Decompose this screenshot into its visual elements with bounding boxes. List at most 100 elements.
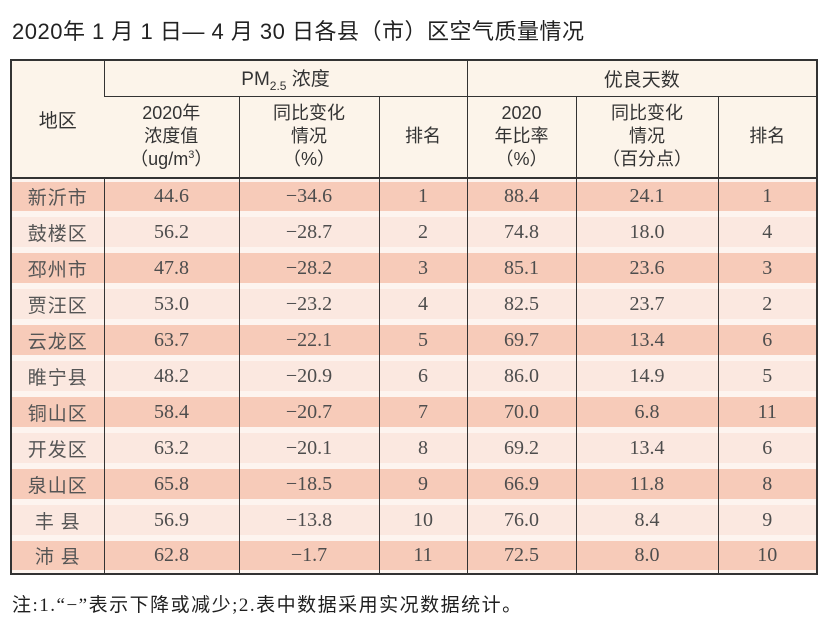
table-row: 沛 县 62.8 −1.7 11 72.5 8.0 10 (11, 538, 818, 574)
header-group-row: 地区 PM2.5 浓度 优良天数 (11, 60, 818, 179)
cell-good-change: 23.6 (575, 250, 719, 286)
header-line: 2020 (501, 102, 542, 123)
header-line: 2020年 (142, 102, 201, 123)
cell-region: 铜山区 (11, 394, 104, 430)
column-header-good-ratio: 2020 年比率 （%） (466, 96, 577, 179)
table-row: 云龙区 63.7 −22.1 5 69.7 13.4 6 (11, 322, 818, 358)
cell-good-ratio: 66.9 (466, 466, 577, 502)
cell-good-rank: 6 (717, 322, 818, 358)
cell-good-ratio: 69.7 (466, 322, 577, 358)
cell-pm-rank: 6 (378, 358, 468, 394)
cell-good-rank: 1 (717, 178, 818, 214)
column-group-pm25: PM2.5 浓度 (103, 60, 468, 97)
cell-good-ratio: 74.8 (466, 214, 577, 250)
cell-good-ratio: 88.4 (466, 178, 577, 214)
cell-pm-rank: 10 (378, 502, 468, 538)
cell-good-change: 6.8 (575, 394, 719, 430)
cell-good-rank: 6 (717, 430, 818, 466)
cell-good-rank: 9 (717, 502, 818, 538)
cell-region: 睢宁县 (11, 358, 104, 394)
cell-pm-change: −22.1 (238, 322, 379, 358)
table-row: 邳州市 47.8 −28.2 3 85.1 23.6 3 (11, 250, 818, 286)
cell-region: 鼓楼区 (11, 214, 104, 250)
cell-region: 邳州市 (11, 250, 104, 286)
header-line: 同比变化 (273, 102, 345, 123)
cell-pm-rank: 7 (378, 394, 468, 430)
cell-good-ratio: 82.5 (466, 286, 577, 322)
cell-good-rank: 2 (717, 286, 818, 322)
table-row: 丰 县 56.9 −13.8 10 76.0 8.4 9 (11, 502, 818, 538)
cell-pm-value: 53.0 (103, 286, 239, 322)
column-header-region: 地区 (11, 60, 104, 179)
cell-good-rank: 5 (717, 358, 818, 394)
pm-label-suffix: 浓度 (286, 68, 330, 90)
cell-good-ratio: 70.0 (466, 394, 577, 430)
cell-good-rank: 3 (717, 250, 818, 286)
header-line: 情况 (291, 126, 327, 147)
cell-good-change: 14.9 (575, 358, 719, 394)
header-line: 情况 (629, 126, 666, 147)
cell-pm-value: 56.9 (103, 502, 239, 538)
cell-pm-rank: 5 (378, 322, 468, 358)
cell-good-rank: 4 (717, 214, 818, 250)
unit-suffix: ） (194, 149, 213, 170)
column-header-pm-change: 同比变化 情况 （%） (238, 96, 379, 179)
cell-region: 泉山区 (11, 466, 104, 502)
header-line: 浓度值 (144, 126, 199, 147)
cell-good-change: 13.4 (575, 430, 719, 466)
cell-good-ratio: 69.2 (466, 430, 577, 466)
cell-pm-value: 47.8 (103, 250, 239, 286)
cell-region: 新沂市 (11, 178, 104, 214)
header-line: 年比率 (494, 126, 549, 147)
table-row: 贾汪区 53.0 −23.2 4 82.5 23.7 2 (11, 286, 818, 322)
column-header-good-rank: 排名 (717, 96, 818, 179)
cell-good-rank: 10 (717, 538, 818, 574)
page-title: 2020年 1 月 1 日— 4 月 30 日各县（市）区空气质量情况 (12, 19, 585, 44)
table-row: 鼓楼区 56.2 −28.7 2 74.8 18.0 4 (11, 214, 818, 250)
cell-pm-change: −1.7 (238, 538, 379, 574)
cell-good-change: 18.0 (575, 214, 719, 250)
cell-pm-change: −20.1 (238, 430, 379, 466)
unit-superscript: 3 (188, 149, 195, 162)
cell-region: 开发区 (11, 430, 104, 466)
header-line: （%） (282, 149, 335, 170)
unit-prefix: （ug/m (130, 149, 189, 170)
table-row: 泉山区 65.8 −18.5 9 66.9 11.8 8 (11, 466, 818, 502)
column-group-good-days: 优良天数 (466, 60, 818, 97)
cell-region: 贾汪区 (11, 286, 104, 322)
cell-region: 沛 县 (11, 538, 104, 574)
table-row: 睢宁县 48.2 −20.9 6 86.0 14.9 5 (11, 358, 818, 394)
cell-good-rank: 11 (717, 394, 818, 430)
cell-pm-value: 63.7 (103, 322, 239, 358)
cell-good-ratio: 72.5 (466, 538, 577, 574)
cell-good-ratio: 86.0 (466, 358, 577, 394)
cell-pm-rank: 2 (378, 214, 468, 250)
cell-pm-value: 65.8 (103, 466, 239, 502)
cell-pm-change: −23.2 (238, 286, 379, 322)
cell-region: 云龙区 (11, 322, 104, 358)
column-header-pm-rank: 排名 (378, 96, 468, 179)
cell-good-change: 8.0 (575, 538, 719, 574)
cell-pm-value: 44.6 (103, 178, 239, 214)
cell-good-change: 8.4 (575, 502, 719, 538)
cell-good-ratio: 76.0 (466, 502, 577, 538)
pm-label-prefix: PM (241, 68, 270, 90)
cell-pm-rank: 3 (378, 250, 468, 286)
cell-pm-change: −34.6 (238, 178, 379, 214)
cell-pm-rank: 9 (378, 466, 468, 502)
pm-label-subscript: 2.5 (269, 78, 287, 93)
column-header-pm-value: 2020年 浓度值 （ug/m3） (104, 96, 239, 179)
table-row: 新沂市 44.6 −34.6 1 88.4 24.1 1 (11, 178, 818, 214)
header-sub-row: 2020年 浓度值 （ug/m3） 同比变化 情况 （%） 排名 2020 年比… (11, 96, 818, 179)
cell-good-change: 13.4 (575, 322, 719, 358)
header-line: 同比变化 (611, 102, 684, 123)
cell-pm-change: −28.7 (238, 214, 379, 250)
table-body: 新沂市 44.6 −34.6 1 88.4 24.1 1 鼓楼区 56.2 −2… (11, 178, 818, 574)
table-row: 铜山区 58.4 −20.7 7 70.0 6.8 11 (11, 394, 818, 430)
footnote: 注:1.“−”表示下降或减少;2.表中数据采用实况数据统计。 (12, 595, 523, 616)
table-row: 开发区 63.2 −20.1 8 69.2 13.4 6 (11, 430, 818, 466)
cell-pm-rank: 4 (378, 286, 468, 322)
air-quality-table: 地区 PM2.5 浓度 优良天数 2020年 浓度值 （ug/m3） 同比变化 … (10, 59, 819, 575)
cell-good-change: 24.1 (575, 178, 719, 214)
